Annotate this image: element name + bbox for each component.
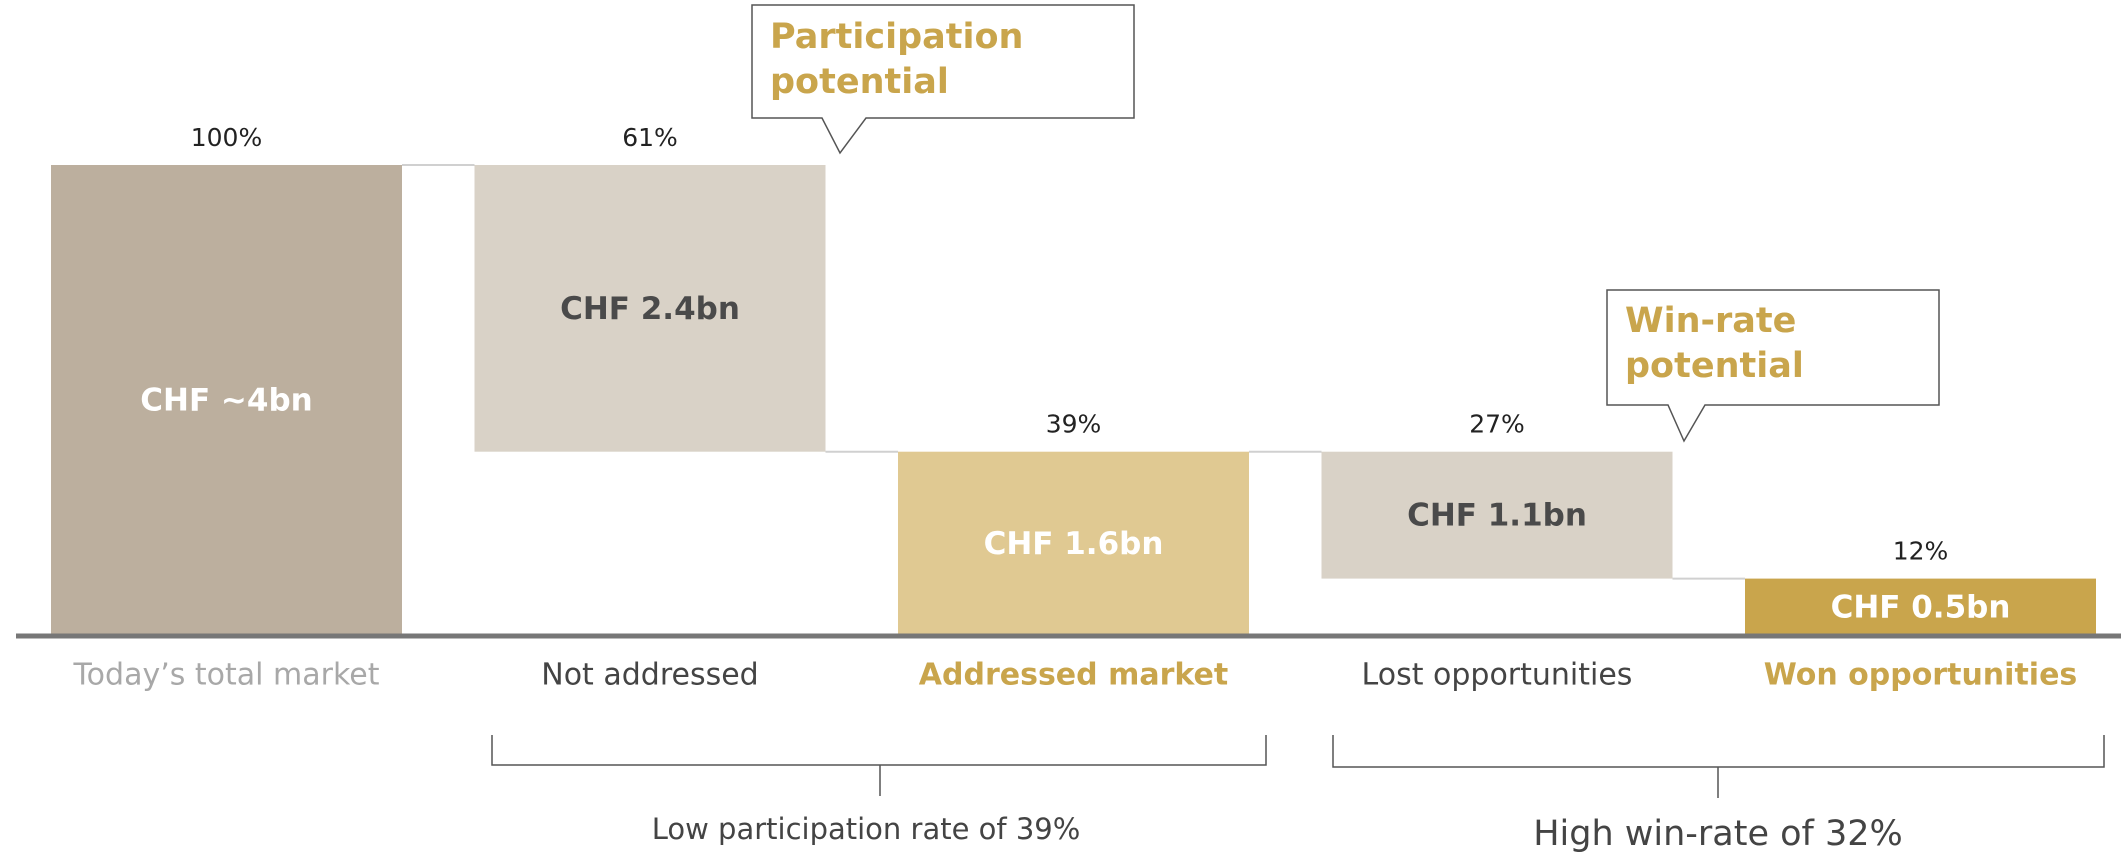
category-label: Today’s total market (72, 658, 379, 693)
bracket (1332, 735, 2105, 798)
callout-2: Win-rate potential (1606, 289, 1940, 443)
value-label: 100% (191, 123, 262, 152)
callout-1: Participation potential (751, 4, 1135, 155)
bar (1321, 451, 1673, 579)
bar (51, 165, 402, 635)
amount-label: CHF 1.1bn (1407, 498, 1587, 534)
bracket-label: Low participation rate of 39% (652, 812, 1081, 846)
callout-box (1606, 289, 1940, 443)
callout-text: Participation (770, 17, 1023, 57)
value-label: 27% (1469, 410, 1525, 439)
bracket (491, 735, 1267, 796)
bar (474, 165, 826, 452)
bracket-label: High win-rate of 32% (1533, 814, 1903, 854)
value-label: 61% (622, 123, 678, 152)
category-label: Lost opportunities (1362, 658, 1633, 693)
amount-label: CHF ~4bn (140, 383, 312, 419)
category-label: Addressed market (919, 658, 1228, 693)
callout-text: potential (770, 62, 949, 102)
callout-text: Win-rate (1625, 301, 1796, 341)
callout-text: potential (1625, 346, 1804, 386)
bar (898, 451, 1249, 635)
bar (1745, 578, 2096, 635)
value-label: 12% (1893, 537, 1949, 566)
callout-box (751, 4, 1135, 155)
category-label: Won opportunities (1764, 658, 2078, 693)
amount-label: CHF 2.4bn (560, 291, 740, 327)
value-label: 39% (1046, 410, 1102, 439)
amount-label: CHF 1.6bn (984, 526, 1164, 562)
amount-label: CHF 0.5bn (1831, 589, 2011, 625)
category-label: Not addressed (541, 658, 758, 693)
